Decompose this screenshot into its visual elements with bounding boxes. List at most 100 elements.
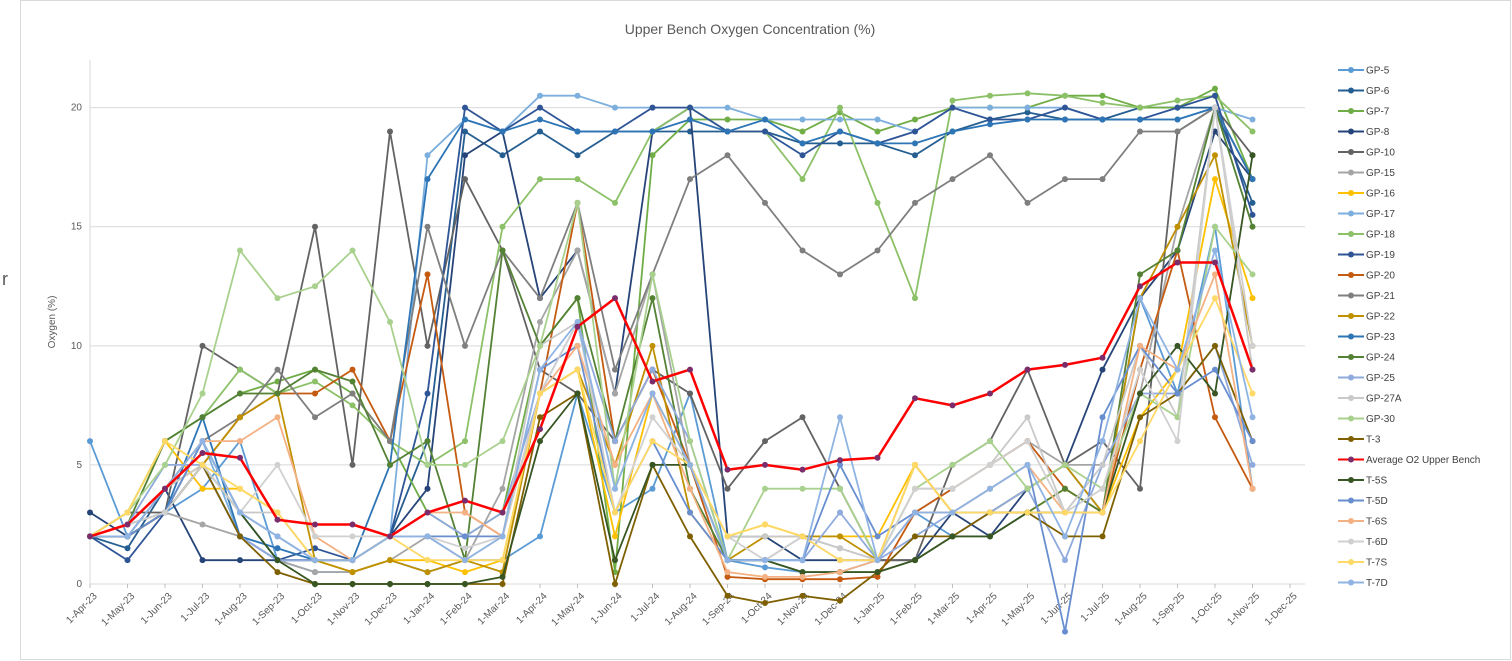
- point: [799, 466, 806, 473]
- point: [574, 390, 581, 397]
- point: [1174, 223, 1181, 230]
- point: [912, 395, 918, 402]
- point: [799, 557, 806, 564]
- point: [612, 390, 618, 397]
- point: [612, 128, 618, 135]
- point: [462, 176, 468, 183]
- point: [1249, 461, 1256, 468]
- point: [949, 176, 956, 183]
- point: [199, 342, 206, 349]
- point: [1212, 247, 1218, 254]
- point: [349, 581, 356, 587]
- point: [1062, 104, 1068, 111]
- point: [349, 557, 356, 564]
- point: [499, 581, 506, 587]
- point: [1099, 461, 1106, 468]
- point: [874, 557, 881, 564]
- x-tick-label: 1-May-25: [999, 591, 1037, 629]
- point: [837, 509, 843, 516]
- x-tick-label: 1-Jan-24: [401, 591, 437, 627]
- point: [424, 509, 431, 516]
- point: [424, 176, 431, 183]
- point: [724, 592, 731, 599]
- point: [987, 390, 993, 397]
- point: [537, 438, 543, 445]
- point: [574, 176, 581, 183]
- point: [1212, 271, 1218, 278]
- point: [912, 116, 918, 123]
- point: [837, 545, 843, 552]
- point: [1137, 438, 1143, 445]
- series-line: [89, 154, 1254, 573]
- point: [1062, 485, 1068, 492]
- x-tick-label: 1-Dec-23: [363, 591, 400, 628]
- point: [649, 438, 656, 445]
- legend-marker: [1348, 190, 1354, 196]
- point: [837, 140, 843, 147]
- y-axis-label: Oxygen (%): [47, 296, 58, 349]
- legend-marker: [1348, 374, 1354, 381]
- point: [537, 342, 543, 349]
- point: [1137, 271, 1143, 278]
- legend-label: T-3: [1366, 435, 1381, 446]
- point: [724, 533, 731, 540]
- y-tick-label: 15: [71, 222, 83, 233]
- point: [799, 116, 806, 123]
- point: [349, 390, 356, 397]
- point: [349, 402, 356, 409]
- point: [349, 366, 356, 373]
- point: [349, 461, 356, 468]
- legend-label: GP-24: [1366, 353, 1395, 364]
- point: [312, 557, 318, 564]
- point: [762, 199, 768, 206]
- legend-label: T-5D: [1366, 496, 1388, 507]
- point: [649, 104, 656, 111]
- legend-marker: [1348, 169, 1354, 176]
- point: [574, 295, 581, 302]
- point: [987, 152, 993, 159]
- legend-label: GP-18: [1366, 230, 1395, 241]
- point: [1249, 414, 1256, 421]
- point: [349, 378, 356, 385]
- point: [649, 152, 656, 159]
- point: [799, 485, 806, 492]
- legend-marker: [1348, 251, 1354, 258]
- series-line: [90, 249, 1254, 562]
- point: [574, 323, 581, 330]
- point: [874, 199, 881, 206]
- point: [1212, 390, 1218, 397]
- point: [274, 509, 281, 516]
- point: [574, 128, 581, 135]
- point: [1249, 342, 1256, 349]
- point: [1024, 461, 1031, 468]
- point: [574, 366, 581, 373]
- point: [912, 485, 918, 492]
- point: [537, 116, 543, 123]
- x-tick-label: 1-Aug-23: [213, 591, 250, 628]
- point: [1249, 211, 1256, 218]
- point: [912, 509, 918, 516]
- point: [762, 557, 768, 564]
- point: [499, 152, 506, 159]
- point: [424, 485, 431, 492]
- point: [1249, 116, 1256, 123]
- point: [874, 128, 881, 135]
- point: [1099, 438, 1106, 445]
- point: [762, 461, 768, 468]
- point: [1212, 414, 1218, 421]
- legend-label: GP-8: [1366, 127, 1390, 138]
- point: [874, 533, 881, 540]
- point: [687, 176, 693, 183]
- legend-label: T-7D: [1366, 578, 1388, 589]
- point: [687, 438, 693, 445]
- point: [724, 485, 731, 492]
- point: [762, 485, 768, 492]
- point: [424, 438, 431, 445]
- point: [312, 283, 318, 290]
- point: [274, 461, 281, 468]
- point: [499, 438, 506, 445]
- point: [237, 247, 243, 254]
- point: [499, 533, 506, 540]
- point: [837, 461, 843, 468]
